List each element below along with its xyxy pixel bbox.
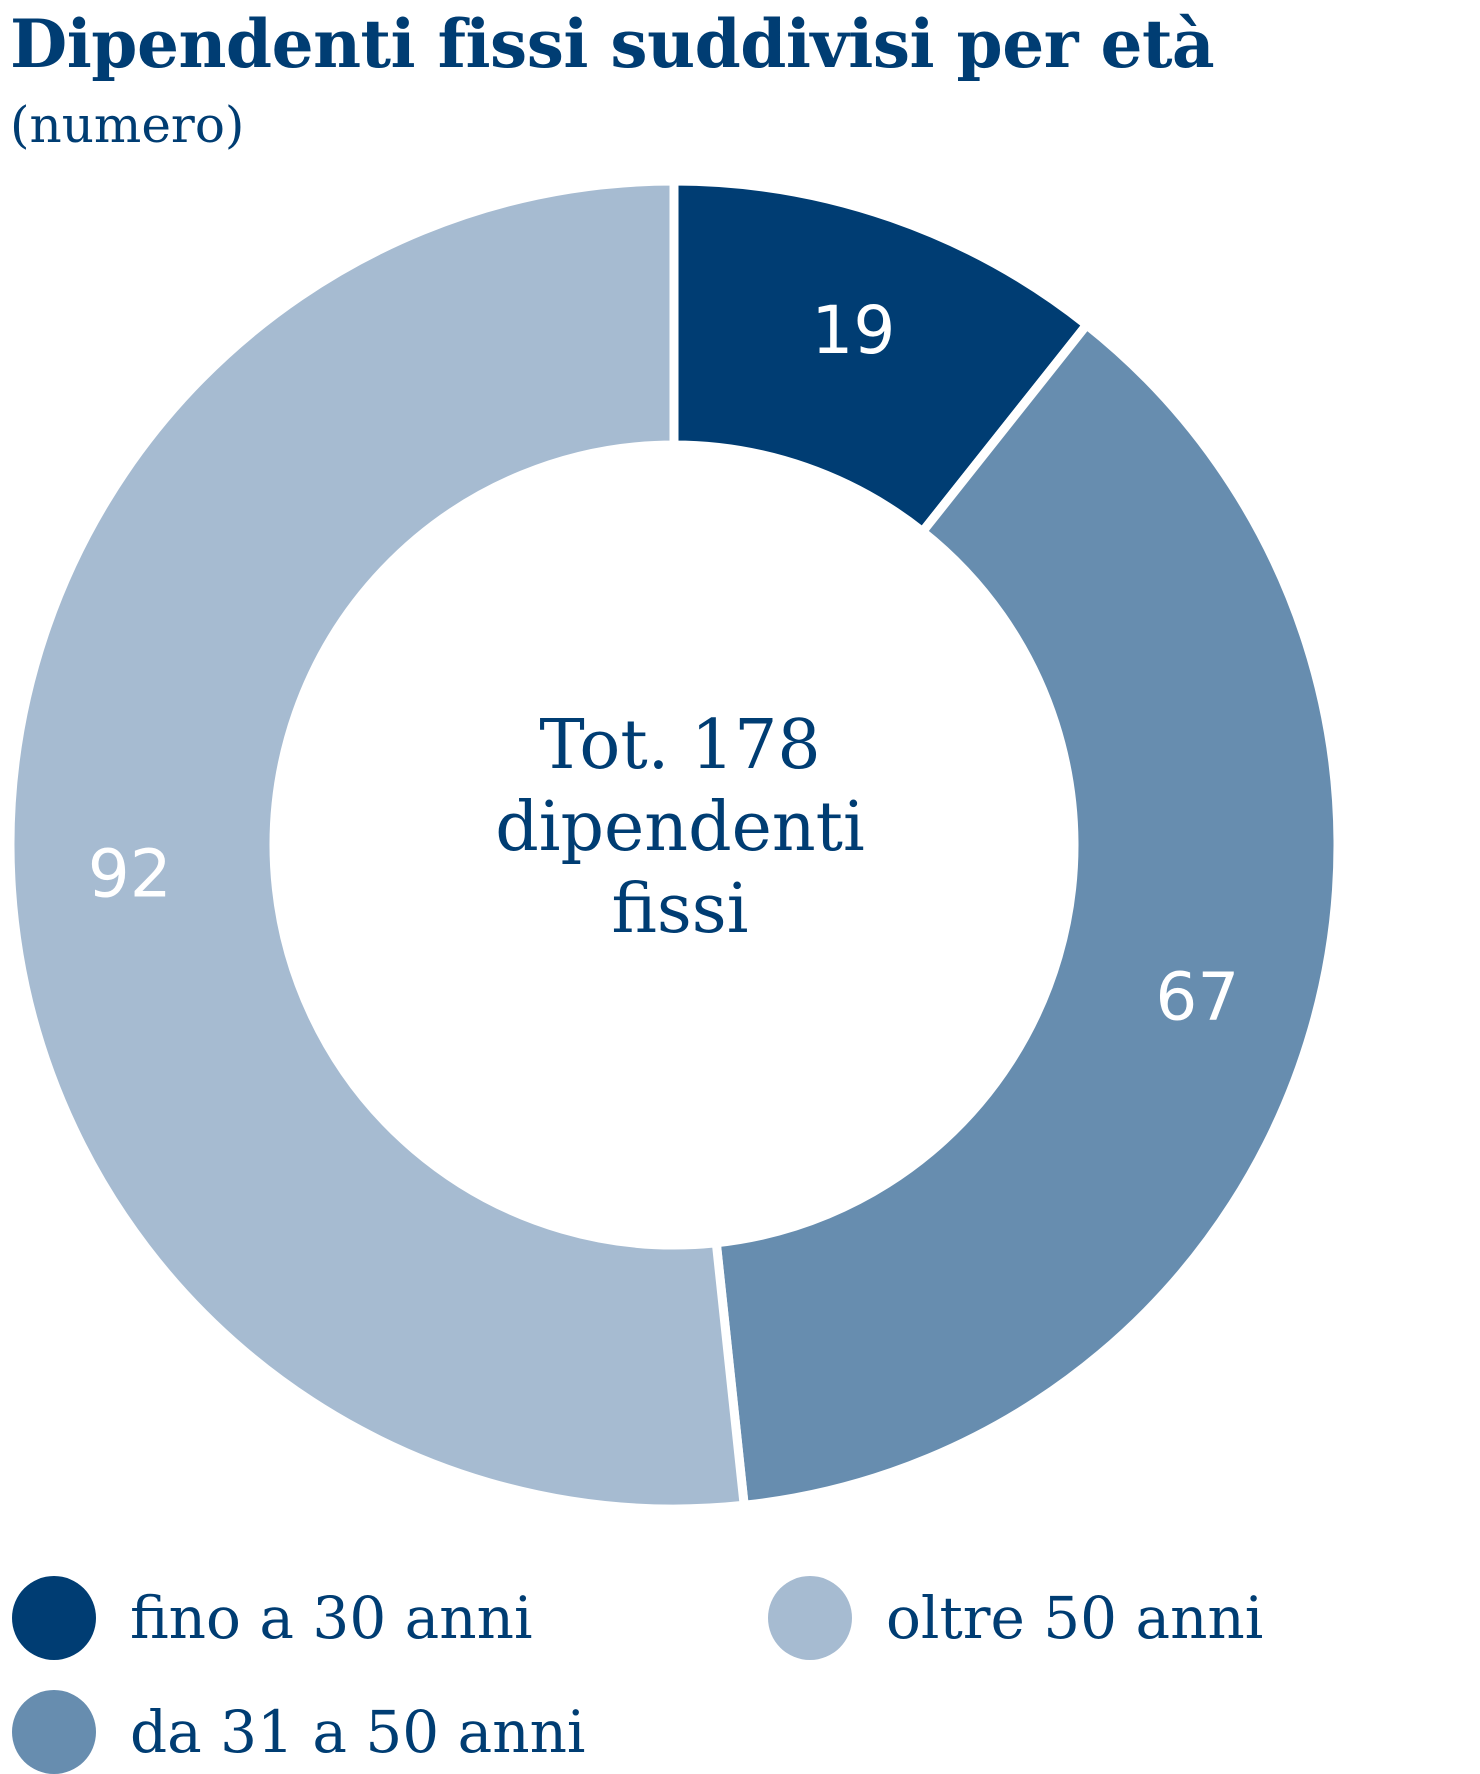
slice-value-label-1: 67: [1155, 958, 1239, 1035]
center-label-line-3: fissi: [611, 870, 749, 949]
donut-chart: 19 67 92: [5, 176, 1343, 1514]
chart-title: Dipendenti fissi suddivisi per età: [10, 5, 1215, 83]
donut-center-label: Tot. 178 dipendenti fissi: [420, 705, 940, 951]
center-label-line-1: Tot. 178: [539, 706, 821, 785]
center-label-line-2: dipendenti: [495, 788, 865, 867]
slice-value-label-2: 92: [88, 835, 172, 912]
legend-label: fino a 30 anni: [130, 1584, 533, 1652]
slice-value-label-0: 19: [811, 292, 895, 369]
legend-label: oltre 50 anni: [886, 1584, 1264, 1652]
legend-item-fino-a-30: fino a 30 anni: [12, 1576, 533, 1660]
donut-slice-1: [711, 318, 1343, 1511]
legend-item-da-31-a-50: da 31 a 50 anni: [12, 1690, 585, 1774]
legend-swatch: [768, 1576, 852, 1660]
legend-swatch: [12, 1690, 96, 1774]
legend-swatch: [12, 1576, 96, 1660]
legend-item-oltre-50: oltre 50 anni: [768, 1576, 1263, 1660]
chart-subtitle: (numero): [10, 96, 245, 154]
donut-slice-2: [5, 176, 750, 1514]
legend-label: da 31 a 50 anni: [130, 1698, 586, 1766]
